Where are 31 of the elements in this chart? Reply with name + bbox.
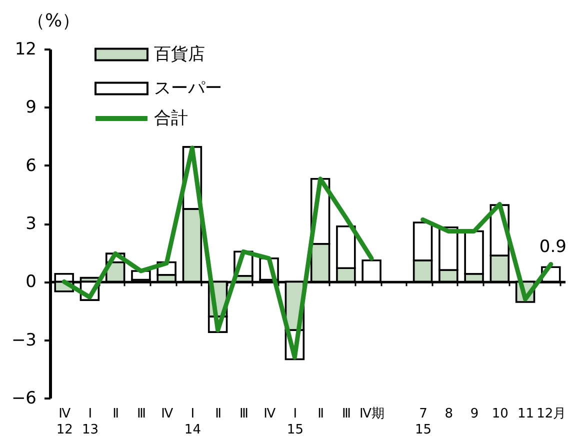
legend-label: スーパー: [154, 78, 222, 98]
x-tick-label: Ⅰ 13: [82, 406, 98, 438]
x-tick-label: 11: [518, 406, 534, 422]
x-tick-label: 7 15: [415, 406, 432, 438]
x-tick-label: 9: [470, 406, 479, 422]
y-tick-label: 0: [26, 272, 36, 292]
x-tick-label: Ⅱ: [318, 406, 324, 422]
y-tick-label: 9: [26, 98, 36, 118]
y-tick-label: 6: [26, 156, 36, 176]
x-tick-label: Ⅳ: [161, 406, 174, 422]
x-tick-label: 8: [444, 406, 454, 422]
y-tick-label: 3: [26, 214, 36, 234]
x-tick-label: 12月: [536, 406, 566, 422]
x-tick-label: Ⅱ: [215, 406, 222, 422]
x-tick-label: Ⅳ 12: [56, 406, 73, 438]
y-axis-title: （%）: [26, 10, 80, 32]
data-label: 0.9: [539, 237, 566, 258]
x-tick-label: Ⅰ 15: [286, 406, 304, 438]
x-tick-label: Ⅳ: [264, 406, 276, 422]
x-tick-label: Ⅲ: [239, 406, 248, 422]
x-tick-label: Ⅰ 14: [184, 406, 201, 438]
x-tick-label: Ⅲ: [342, 406, 351, 422]
x-tick-label: Ⅲ: [136, 406, 146, 422]
x-tick-label: Ⅱ: [112, 406, 120, 422]
y-tick-label: −3: [11, 330, 36, 350]
legend-label: 合計: [154, 108, 188, 128]
legend-label: 百貨店: [154, 44, 205, 64]
y-tick-label: −6: [11, 388, 36, 408]
x-tick-label: Ⅳ期: [360, 406, 385, 422]
x-tick-label: 10: [492, 406, 508, 422]
y-tick-label: 12: [14, 40, 36, 60]
